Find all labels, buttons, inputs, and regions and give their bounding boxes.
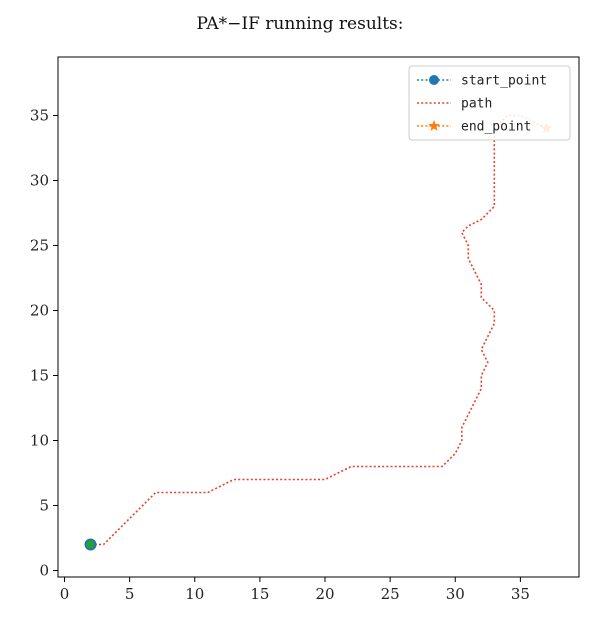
y-tick-label: 30 <box>30 172 49 190</box>
x-axis-ticks: 0 5 10 15 20 25 30 35 <box>60 577 530 603</box>
x-tick-label: 5 <box>125 585 135 603</box>
y-tick-label: 5 <box>39 497 49 515</box>
y-tick-label: 10 <box>30 432 49 450</box>
x-tick-label: 20 <box>315 585 334 603</box>
path-line <box>90 114 547 546</box>
start-point-dot <box>84 538 97 551</box>
chart-title: PA*−IF running results: <box>196 14 404 34</box>
legend-label: start_point <box>461 74 547 89</box>
legend-label: end_point <box>461 120 531 135</box>
y-tick-label: 35 <box>30 107 49 125</box>
legend-star-marker <box>428 120 440 131</box>
y-axis-ticks: 0 5 10 15 20 25 30 35 <box>30 107 58 580</box>
x-tick-label: 10 <box>185 585 204 603</box>
x-tick-label: 30 <box>446 585 465 603</box>
legend-circle-marker <box>429 75 439 85</box>
y-tick-label: 20 <box>30 302 49 320</box>
axes-frame <box>57 56 580 578</box>
x-tick-label: 15 <box>250 585 269 603</box>
x-tick-label: 35 <box>511 585 530 603</box>
start-point-marker <box>84 538 97 551</box>
y-tick-label: 15 <box>30 367 49 385</box>
y-tick-label: 25 <box>30 237 49 255</box>
x-tick-label: 25 <box>381 585 400 603</box>
x-tick-label: 0 <box>60 585 70 603</box>
legend-label: path <box>461 97 492 112</box>
y-tick-label: 0 <box>39 562 49 580</box>
legend-box <box>408 65 571 141</box>
